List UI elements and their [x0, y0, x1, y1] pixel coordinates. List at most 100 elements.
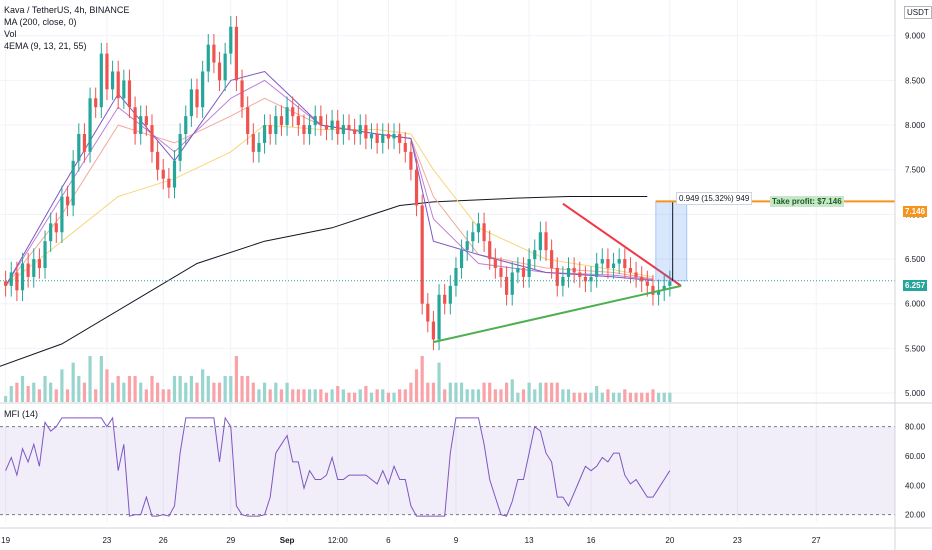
candle-body [656, 290, 661, 295]
candle-body [499, 268, 503, 277]
volume-bar [291, 389, 295, 402]
candle-body [144, 116, 148, 126]
candle-body [150, 125, 154, 152]
candle-body [94, 98, 98, 108]
candle-body [274, 116, 278, 134]
volume-bar [105, 369, 109, 402]
volume-bar [240, 376, 244, 402]
candle-body [26, 263, 30, 277]
price-axis: 9.0008.5008.0007.5007.0006.5006.0005.500… [894, 0, 926, 550]
price-tick-label: 6.500 [905, 255, 926, 264]
time-tick-label: Sep [280, 536, 295, 545]
volume-bar [122, 382, 126, 402]
mfi-legend[interactable]: MFI (14) [4, 409, 39, 419]
volume-bar [645, 392, 649, 402]
candle-body [268, 125, 272, 134]
symbol-legend[interactable]: Kava / TetherUS, 4h, BINANCE [4, 5, 130, 15]
time-tick-label: 23 [733, 536, 742, 545]
currency-label[interactable]: USDT [904, 6, 932, 19]
candle-body [201, 71, 205, 108]
volume-bar [274, 382, 278, 402]
volume-bar [443, 389, 447, 402]
volume-bar [651, 389, 655, 402]
mfi-line [5, 416, 671, 517]
volume-bar [369, 392, 374, 402]
volume-bar [279, 389, 284, 402]
volume-bar [285, 382, 289, 402]
candle-body [15, 272, 19, 291]
triangle-upper-line [562, 202, 682, 287]
candle-body [578, 272, 582, 277]
candle-body [572, 268, 576, 273]
ema-legend[interactable]: 4EMA (9, 13, 21, 55) [4, 41, 87, 51]
candle-body [634, 272, 638, 277]
candle-body [262, 125, 267, 143]
candle-body [544, 232, 548, 251]
measure-label: 0.949 (15.32%) 949 [676, 192, 753, 205]
candle-body [583, 276, 588, 282]
last-price-tag: 6.257 [903, 280, 928, 291]
price-tick-label: 5.000 [905, 389, 926, 398]
volume-bar [398, 389, 402, 402]
candle-body [307, 125, 312, 134]
candle-body [488, 241, 492, 260]
vol-legend[interactable]: Vol [4, 29, 17, 39]
candle-body [184, 116, 188, 134]
volume-bar [4, 396, 8, 402]
candlestick-series [4, 16, 672, 351]
volume-bar [471, 389, 475, 402]
ma-legend[interactable]: MA (200, close, 0) [4, 17, 77, 27]
candle-body [32, 259, 36, 277]
candle-body [336, 120, 340, 134]
volume-bar [623, 389, 627, 402]
candle-body [668, 281, 672, 286]
candle-body [229, 26, 233, 54]
volume-bar [414, 369, 419, 402]
volume-bar [437, 362, 441, 402]
volume-bar [600, 392, 604, 402]
candle-body [375, 134, 379, 143]
time-tick-label: 19 [1, 536, 10, 545]
volume-bar [527, 382, 531, 402]
volume-bar [302, 389, 306, 402]
volume-bar [189, 376, 193, 402]
volume-bar [150, 376, 154, 402]
candle-body [364, 125, 368, 139]
candle-body [43, 241, 47, 268]
volume-bar [459, 382, 464, 402]
candle-body [82, 134, 87, 152]
candle-body [65, 196, 70, 206]
volume-bar [392, 392, 396, 402]
volume-bar [448, 382, 452, 402]
candle-body [88, 98, 92, 152]
candle-body [302, 125, 306, 134]
candle-body [20, 263, 25, 291]
volume-bar [668, 392, 672, 402]
candle-body [420, 205, 424, 304]
candle-body [324, 125, 329, 130]
volume-bar [229, 376, 233, 402]
candle-body [566, 268, 571, 277]
candle-body [9, 272, 13, 286]
volume-bar [431, 382, 436, 402]
candle-body [561, 276, 565, 286]
candle-body [459, 250, 464, 268]
volume-bar [201, 369, 205, 402]
volume-bar [172, 376, 177, 402]
candle-body [527, 259, 531, 277]
candle-body [110, 71, 115, 90]
candle-body [443, 294, 447, 304]
time-tick-label: 12:00 [328, 536, 349, 545]
volume-bar [499, 389, 503, 402]
mfi-tick-label: 40.00 [905, 481, 926, 490]
candle-body [217, 62, 222, 81]
candle-body [167, 178, 171, 188]
take-profit-label[interactable]: Take profit: $7.146 [770, 196, 844, 207]
time-tick-label: 29 [226, 536, 235, 545]
candle-body [330, 120, 334, 130]
candle-body [71, 160, 75, 206]
volume-bar [99, 356, 103, 402]
candle-body [161, 169, 165, 179]
candle-body [482, 223, 486, 242]
